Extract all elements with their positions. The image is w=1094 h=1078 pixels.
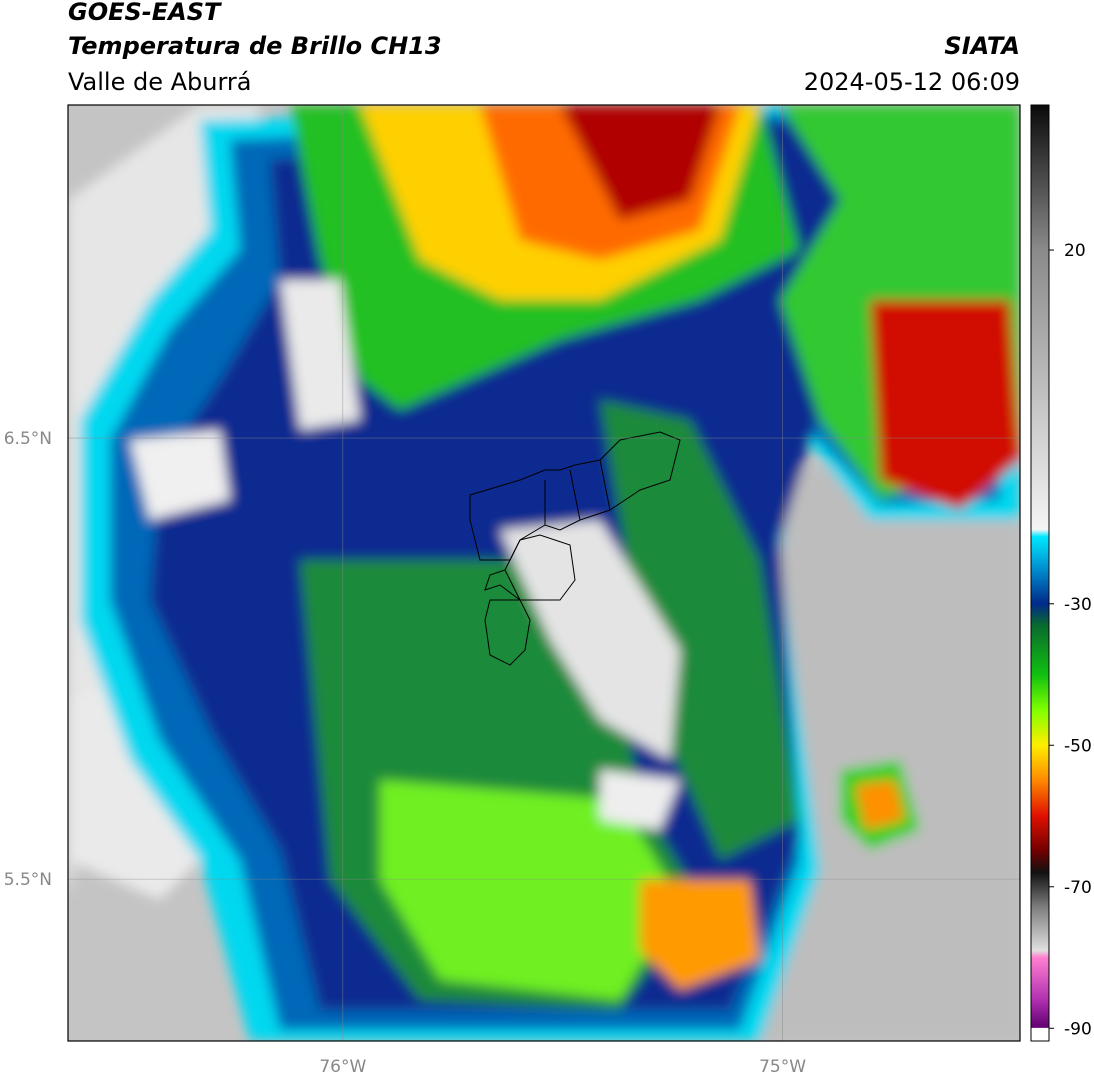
lat-tick-label: 6.5°N <box>4 429 52 449</box>
lat-tick-label: 5.5°N <box>4 870 52 890</box>
colorbar-tick-label: -30 <box>1064 595 1092 615</box>
map-frame <box>67 104 1021 1042</box>
lon-tick-label: 76°W <box>319 1057 366 1077</box>
timestamp: 2024-05-12 06:09 <box>804 68 1020 96</box>
colorbar-tick-label: -50 <box>1064 736 1092 756</box>
colorbar <box>1030 104 1050 1042</box>
lon-tick-label: 75°W <box>759 1057 806 1077</box>
municipality-borders <box>469 431 681 666</box>
satellite-image <box>68 105 1020 1041</box>
colorbar-tick-label: -70 <box>1064 878 1092 898</box>
colorbar-tick-label: 20 <box>1064 241 1086 261</box>
title: GOES-EAST <box>68 0 222 26</box>
source: SIATA <box>944 32 1020 60</box>
colorbar-tick-label: -90 <box>1064 1019 1092 1039</box>
subtitle: Temperatura de Brillo CH13 <box>68 32 442 60</box>
region: Valle de Aburrá <box>68 68 252 96</box>
